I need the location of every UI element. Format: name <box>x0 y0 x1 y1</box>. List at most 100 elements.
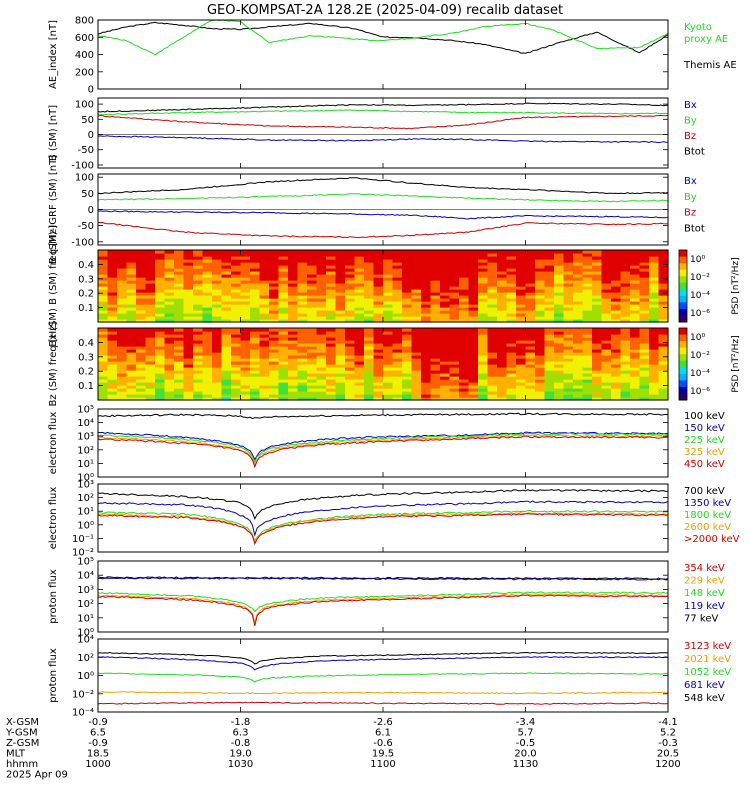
spectrogram-cell <box>497 301 508 305</box>
spectrogram-cell <box>573 376 584 380</box>
spectrogram-cell <box>202 352 213 356</box>
spectrogram-cell <box>582 298 593 302</box>
spectrogram-cell <box>440 310 451 314</box>
spectrogram-cell <box>449 385 460 389</box>
spectrogram-cell <box>117 250 128 254</box>
spectrogram-cell <box>316 340 327 344</box>
spectrogram-cell <box>183 304 194 308</box>
spectrogram-cell <box>240 250 251 254</box>
spectrogram-cell <box>544 361 555 365</box>
spectrogram-cell <box>117 367 128 371</box>
spectrogram-cell <box>516 328 527 332</box>
spectrogram-cell <box>601 343 612 347</box>
legend-entry: 450 keV <box>684 459 725 470</box>
spectrogram-cell <box>202 298 213 302</box>
spectrogram-cell <box>107 367 118 371</box>
spectrogram-cell <box>212 319 223 323</box>
spectrogram-cell <box>506 343 517 347</box>
spectrogram-cell <box>506 352 517 356</box>
spectrogram-cell <box>136 319 147 323</box>
spectrogram-cell <box>155 388 166 392</box>
spectrogram-cell <box>326 340 337 344</box>
spectrogram-cell <box>231 328 242 332</box>
spectrogram-cell <box>497 280 508 284</box>
spectrogram-cell <box>145 280 156 284</box>
spectrogram-cell <box>231 271 242 275</box>
spectrogram-cell <box>411 364 422 368</box>
spectrogram-cell <box>649 259 660 263</box>
spectrogram-cell <box>269 364 280 368</box>
spectrogram-cell <box>164 352 175 356</box>
spectrogram-cell <box>383 283 394 287</box>
spectrogram-cell <box>212 289 223 293</box>
spectrogram-cell <box>269 253 280 257</box>
spectrogram-cell <box>98 319 109 323</box>
spectrogram-cell <box>430 334 441 338</box>
spectrogram-cell <box>630 259 641 263</box>
spectrogram-cell <box>259 394 270 398</box>
spectrogram-cell <box>297 343 308 347</box>
spectrogram-cell <box>183 262 194 266</box>
spectrogram-cell <box>506 373 517 377</box>
spectrogram-cell <box>155 382 166 386</box>
spectrogram-cell <box>525 289 536 293</box>
spectrogram-cell <box>449 289 460 293</box>
spectrogram-cell <box>487 388 498 392</box>
spectrogram-cell <box>421 280 432 284</box>
spectrogram-cell <box>193 361 204 365</box>
spectrogram-cell <box>316 391 327 395</box>
spectrogram-cell <box>516 349 527 353</box>
spectrogram-cell <box>364 388 375 392</box>
spectrogram-cell <box>525 343 536 347</box>
spectrogram-cell <box>478 292 489 296</box>
spectrogram-cell <box>117 271 128 275</box>
spectrogram-cell <box>164 259 175 263</box>
spectrogram-cell <box>411 250 422 254</box>
spectrogram-cell <box>345 367 356 371</box>
spectrogram-cell <box>620 397 631 401</box>
spectrogram-cell <box>297 250 308 254</box>
spectrogram-cell <box>117 289 128 293</box>
series-line <box>97 656 669 671</box>
spectrogram-cell <box>573 271 584 275</box>
spectrogram-cell <box>563 289 574 293</box>
spectrogram-cell <box>592 370 603 374</box>
spectrogram-cell <box>421 328 432 332</box>
spectrogram-cell <box>459 250 470 254</box>
spectrogram-cell <box>516 343 527 347</box>
spectrogram-cell <box>354 397 365 401</box>
spectrogram-cell <box>658 289 669 293</box>
spectrogram-cell <box>250 388 261 392</box>
spectrogram-cell <box>440 313 451 317</box>
spectrogram-cell <box>459 337 470 341</box>
time-axis-value: -0.8 <box>231 738 251 749</box>
spectrogram-cell <box>630 274 641 278</box>
spectrogram-cell <box>117 391 128 395</box>
spectrogram-cell <box>117 370 128 374</box>
spectrogram-cell <box>639 391 650 395</box>
spectrogram-cell <box>259 355 270 359</box>
spectrogram-cell <box>392 280 403 284</box>
spectrogram-cell <box>402 271 413 275</box>
spectrogram-cell <box>497 292 508 296</box>
spectrogram-cell <box>525 292 536 296</box>
spectrogram-cell <box>326 271 337 275</box>
spectrogram-cell <box>639 382 650 386</box>
spectrogram-cell <box>573 316 584 320</box>
spectrogram-cell <box>525 334 536 338</box>
spectrogram-cell <box>611 349 622 353</box>
spectrogram-cell <box>544 358 555 362</box>
time-axis-value: -4.1 <box>658 717 678 728</box>
spectrogram-cell <box>259 391 270 395</box>
series-line <box>97 431 669 461</box>
spectrogram-cell <box>288 280 299 284</box>
spectrogram-cell <box>145 340 156 344</box>
spectrogram-cell <box>402 394 413 398</box>
spectrogram-cell <box>345 331 356 335</box>
series-line <box>98 690 669 695</box>
spectrogram-cell <box>212 370 223 374</box>
spectrogram-cell <box>649 271 660 275</box>
spectrogram-cell <box>430 352 441 356</box>
y-axis-label: Bx (SM) B (SM) freq [Hz] <box>48 225 59 347</box>
spectrogram-cell <box>98 334 109 338</box>
